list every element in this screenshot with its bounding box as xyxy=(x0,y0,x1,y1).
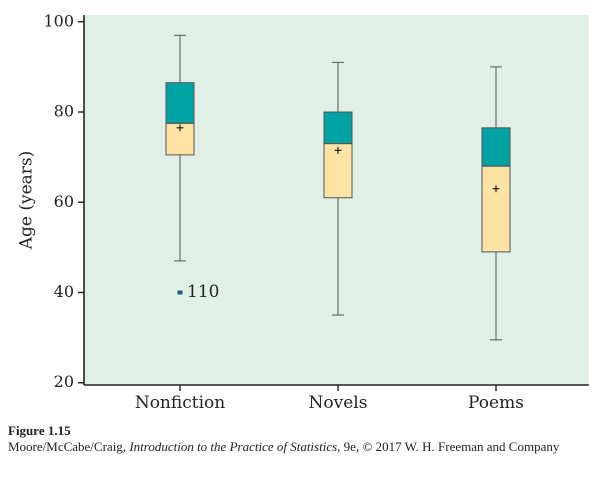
y-axis-label: Age (years) xyxy=(17,151,37,251)
lower-quartile-box xyxy=(481,165,511,253)
box-plot-chart: 110 20 40 60 80 100 Nonfiction Novels Poems Ag… xyxy=(17,11,589,413)
box-poems xyxy=(481,66,511,341)
figure-caption: Figure 1.15 Moore/McCabe/Craig, Introduc… xyxy=(8,423,593,455)
x-category-label: Nonfiction xyxy=(135,393,225,413)
plot-area xyxy=(84,15,589,385)
y-tick-label: 20 xyxy=(54,372,74,391)
box-nonfiction: 110 xyxy=(165,34,219,302)
x-category-label: Poems xyxy=(468,393,524,413)
y-tick-label: 40 xyxy=(54,282,74,301)
y-tick-label: 80 xyxy=(54,102,74,121)
y-tick-label: 60 xyxy=(54,192,74,211)
upper-quartile-box xyxy=(481,127,511,167)
outlier-point xyxy=(177,290,183,295)
x-category-label: Novels xyxy=(309,393,368,413)
figure-credit: Moore/McCabe/Craig, Introduction to the … xyxy=(8,439,559,454)
figure-number: Figure 1.15 xyxy=(8,423,71,438)
credit-title: Introduction to the Practice of Statisti… xyxy=(129,439,338,454)
x-axis-ticks: Nonfiction Novels Poems xyxy=(135,385,524,413)
credit-authors: Moore/McCabe/Craig, xyxy=(8,439,130,454)
upper-quartile-box xyxy=(323,111,353,145)
chart-marks: 110 xyxy=(165,34,511,341)
outlier-label: 110 xyxy=(187,282,219,302)
y-tick-label: 100 xyxy=(43,11,74,30)
credit-rest: , 9e, © 2017 W. H. Freeman and Company xyxy=(337,439,560,454)
y-axis-ticks: 20 40 60 80 100 xyxy=(43,11,84,391)
upper-quartile-box xyxy=(165,82,195,124)
box-novels xyxy=(323,61,353,316)
